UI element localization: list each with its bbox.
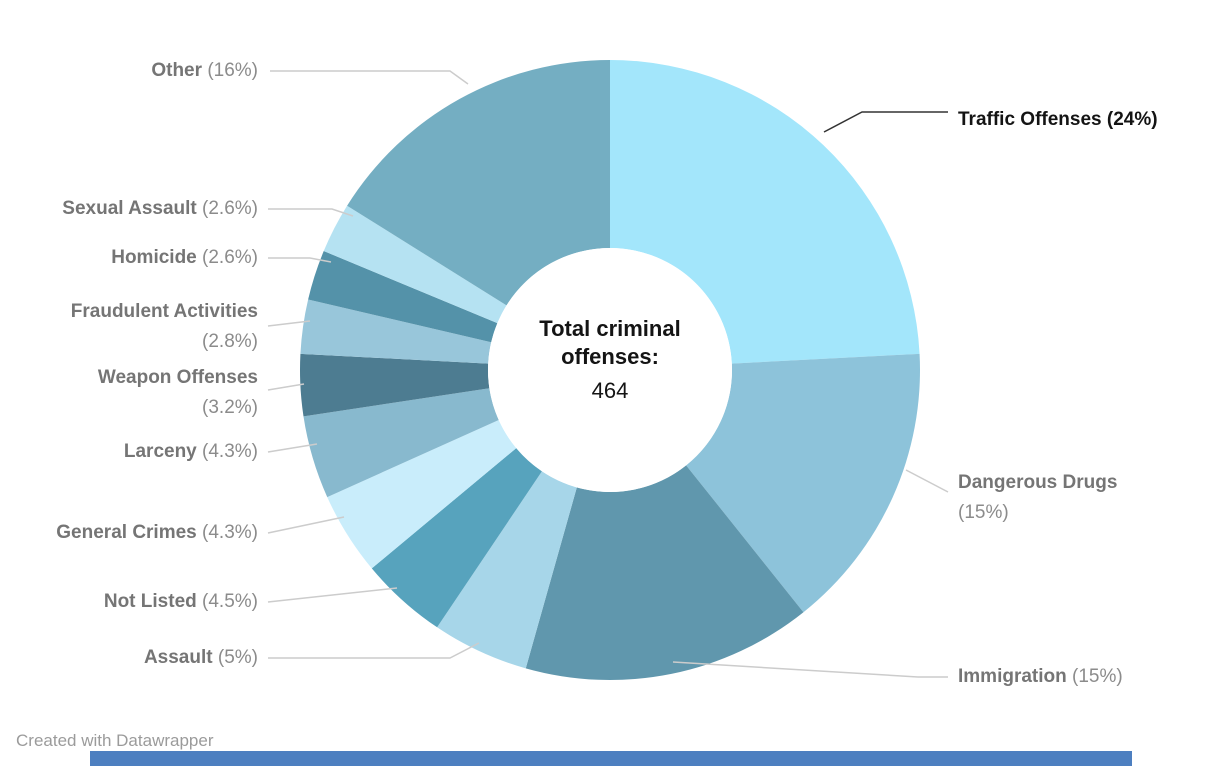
slice-label-name: Sexual Assault	[62, 198, 197, 219]
slice-label-pct: (15%)	[958, 502, 1009, 523]
pie-slice-sexual-assault[interactable]	[323, 205, 507, 324]
leader-line-immigration	[672, 661, 948, 678]
slice-label-sexual-assault: Sexual Assault (2.6%)	[62, 194, 258, 224]
donut-center-title: Total criminal offenses:	[539, 316, 681, 369]
pie-slice-assault[interactable]	[437, 471, 577, 669]
slice-label-pct: (2.6%)	[202, 198, 258, 219]
slice-label-name: Larceny	[123, 441, 197, 462]
pie-slice-larceny[interactable]	[303, 388, 499, 498]
slice-label-general-crimes: General Crimes (4.3%)	[56, 518, 258, 548]
donut-center-value: 464	[591, 378, 629, 403]
slice-label-pct: (4.3%)	[202, 441, 258, 462]
slice-label-name: Immigration	[958, 666, 1067, 687]
leader-line-fraudulent-activities	[267, 320, 311, 327]
slice-label-pct: (15%)	[1072, 666, 1123, 687]
datawrapper-credit-link[interactable]: Created with Datawrapper	[16, 731, 214, 750]
leader-line-other	[270, 70, 469, 85]
slice-label-name: Weapon Offenses	[97, 367, 258, 388]
slice-label-name: Not Listed	[103, 591, 197, 612]
leader-line-dangerous-drugs	[905, 469, 949, 493]
pie-slice-immigration[interactable]	[525, 465, 804, 681]
leader-line-larceny	[267, 443, 318, 453]
bottom-bar	[90, 751, 1132, 766]
slice-label-name: Traffic Offenses	[958, 109, 1102, 130]
slice-label-pct: (2.8%)	[202, 331, 258, 352]
donut-center-label: Total criminal offenses: 464	[500, 315, 720, 405]
slice-label-weapon-offenses: Weapon Offenses (3.2%)	[98, 363, 258, 423]
slice-label-other: Other (16%)	[151, 56, 258, 86]
slice-label-larceny: Larceny (4.3%)	[124, 437, 258, 467]
pie-slice-dangerous-drugs[interactable]	[686, 353, 921, 613]
pie-slice-general-crimes[interactable]	[327, 420, 517, 569]
donut-slices-group	[299, 59, 921, 681]
slice-label-homicide: Homicide (2.6%)	[111, 243, 258, 273]
slice-label-not-listed: Not Listed (4.5%)	[104, 587, 258, 617]
slice-label-name: Dangerous Drugs	[958, 472, 1118, 493]
slice-label-pct: (2.6%)	[202, 247, 258, 268]
slice-label-traffic-offenses: Traffic Offenses (24%)	[958, 105, 1158, 135]
leader-line-homicide	[268, 257, 332, 263]
pie-slice-other[interactable]	[347, 59, 610, 306]
leader-line-not-listed	[267, 587, 398, 603]
pie-slice-homicide[interactable]	[308, 251, 498, 343]
slice-label-pct: (24%)	[1106, 109, 1158, 130]
slice-label-name: General Crimes	[56, 522, 197, 543]
slice-label-pct: (3.2%)	[202, 397, 258, 418]
slice-label-pct: (16%)	[207, 60, 258, 81]
leader-line-general-crimes	[267, 516, 345, 534]
leader-line-traffic-offenses	[823, 111, 948, 133]
leader-line-assault	[268, 642, 480, 659]
slice-label-assault: Assault (5%)	[144, 643, 258, 673]
slice-label-pct: (4.3%)	[202, 522, 258, 543]
pie-slice-traffic-offenses[interactable]	[610, 60, 920, 364]
slice-label-fraudulent-activities: Fraudulent Activities (2.8%)	[71, 297, 258, 357]
pie-slice-fraudulent-activities[interactable]	[300, 299, 492, 364]
slice-label-name: Assault	[143, 647, 213, 668]
slice-label-name: Homicide	[111, 247, 197, 268]
slice-label-pct: (4.5%)	[202, 591, 258, 612]
leader-line-weapon-offenses	[267, 383, 305, 391]
slice-label-pct: (5%)	[217, 647, 258, 668]
donut-hole	[488, 248, 732, 492]
pie-slice-weapon-offenses[interactable]	[299, 353, 490, 417]
slice-label-dangerous-drugs: Dangerous Drugs (15%)	[958, 468, 1117, 528]
slice-label-immigration: Immigration (15%)	[958, 662, 1123, 692]
pie-slice-not-listed[interactable]	[371, 448, 542, 628]
slice-label-name: Fraudulent Activities	[70, 301, 258, 322]
leader-line-sexual-assault	[268, 208, 354, 217]
slice-label-name: Other	[151, 60, 203, 81]
